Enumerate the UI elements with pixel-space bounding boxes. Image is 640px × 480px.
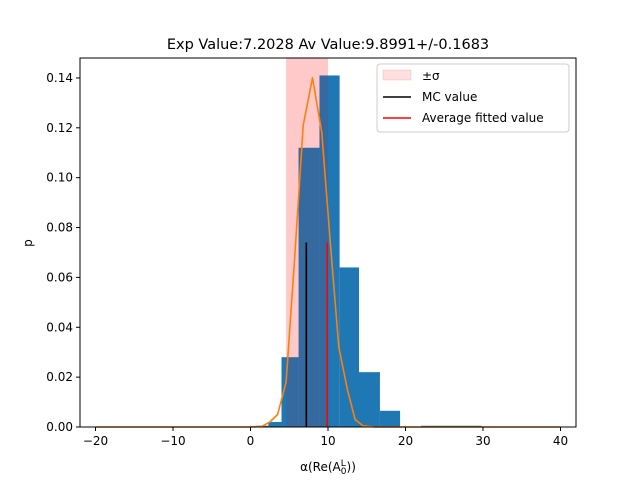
legend-label-avg: Average fitted value [422, 111, 544, 125]
y-tick-label: 0.08 [46, 221, 73, 235]
histogram-bar [359, 372, 380, 427]
x-axis-label-main: α(Re(A [300, 460, 341, 474]
x-axis-label-end: )) [347, 460, 356, 474]
legend-label-sigma: ±σ [422, 69, 440, 83]
chart-title: Exp Value:7.2028 Av Value:9.8991+/-0.168… [167, 37, 489, 53]
y-tick-label: 0.00 [46, 420, 73, 434]
legend-sigma-patch [382, 69, 412, 81]
x-tick-label: 10 [320, 434, 335, 448]
x-axis-label: α(Re(AL 0)) [300, 459, 356, 477]
legend-label-mc: MC value [422, 90, 477, 104]
y-tick-label: 0.10 [46, 171, 73, 185]
x-tick-label: 30 [475, 434, 490, 448]
histogram-bar [281, 357, 299, 427]
x-tick-label: −10 [160, 434, 185, 448]
x-tick-label: 40 [553, 434, 568, 448]
legend-frame [376, 63, 570, 133]
histogram-bar [379, 410, 401, 427]
histogram-bar [339, 267, 359, 427]
histogram-bar [268, 422, 282, 427]
legend: ±σ MC value Average fitted value [376, 63, 570, 133]
axes: −20 −10 0 10 20 30 40 0.00 0.02 0.04 0.06 0.08 0.10 0… [46, 57, 577, 448]
x-axis-label-sub: 0 [341, 467, 347, 477]
y-tick-label: 0.12 [46, 121, 73, 135]
x-axis-label-sup: L [341, 459, 346, 469]
y-axis-label: p [21, 239, 35, 247]
y-tick-label: 0.02 [46, 370, 73, 384]
x-tick-label: −20 [83, 434, 108, 448]
y-tick-label: 0.14 [46, 71, 73, 85]
x-tick-label: 0 [247, 434, 255, 448]
y-tick-label: 0.04 [46, 320, 73, 334]
histogram-bar [298, 147, 320, 427]
x-tick-label: 20 [398, 434, 413, 448]
y-tick-label: 0.06 [46, 270, 73, 284]
plot-area [95, 58, 561, 428]
